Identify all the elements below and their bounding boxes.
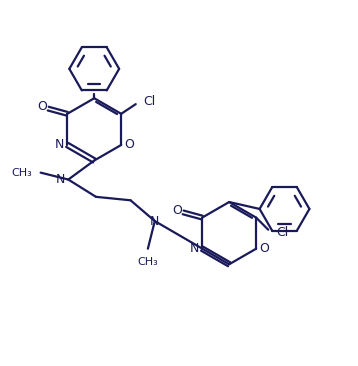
Text: O: O [172, 204, 182, 217]
Text: O: O [37, 100, 47, 113]
Text: Cl: Cl [143, 95, 156, 108]
Text: O: O [259, 242, 268, 255]
Text: N: N [150, 214, 159, 228]
Text: Cl: Cl [276, 226, 288, 239]
Text: N: N [56, 173, 66, 186]
Text: CH₃: CH₃ [137, 257, 158, 268]
Text: CH₃: CH₃ [11, 168, 32, 178]
Text: N: N [190, 242, 199, 255]
Text: N: N [55, 138, 64, 152]
Text: O: O [124, 138, 134, 152]
